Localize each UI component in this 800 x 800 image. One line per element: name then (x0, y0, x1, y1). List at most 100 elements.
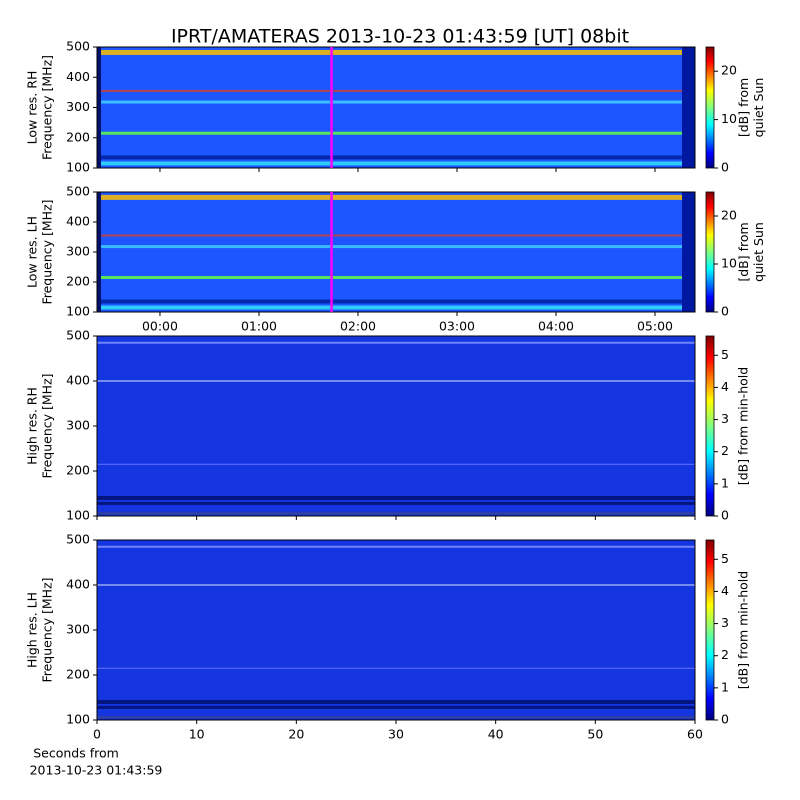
y-tick-label: 500 (66, 39, 90, 54)
colorbar-label: quiet Sun (751, 78, 766, 138)
colorbar-tick-label: 10 (721, 111, 737, 126)
spectrogram (97, 192, 695, 312)
spectral-band (97, 380, 695, 382)
colorbar (705, 335, 715, 517)
y-tick-label: 500 (66, 328, 90, 343)
spectral-band (97, 667, 695, 669)
y-axis-label: Frequency [MHz] (40, 577, 55, 682)
y-tick-label: 200 (66, 274, 90, 289)
colorbar-tick-label: 2 (721, 647, 729, 662)
colorbar-tick-label: 0 (721, 712, 729, 727)
colorbar-label: [dB] from min-hold (736, 571, 751, 689)
y-axis-label: Frequency [MHz] (40, 55, 55, 160)
y-tick-label: 100 (66, 712, 90, 727)
y-tick-label: 300 (66, 244, 90, 259)
y-tick-label: 200 (66, 129, 90, 144)
spectral-band (97, 700, 695, 704)
colorbar-tick-label: 4 (721, 583, 729, 598)
spectral-band (97, 276, 695, 279)
x-axis-label: Seconds from (33, 746, 119, 761)
spectral-band (97, 89, 695, 92)
y-axis-label: High res. RH (25, 387, 40, 465)
data-gap (97, 192, 101, 312)
spectral-band (97, 496, 695, 500)
x-tick-label: 20 (288, 727, 304, 742)
x-tick-label: 30 (388, 727, 404, 742)
data-gap (682, 192, 695, 312)
spectral-band (97, 194, 695, 200)
x-tick-label: 05:00 (637, 319, 673, 334)
y-tick-label: 300 (66, 622, 90, 637)
spectral-band (97, 49, 695, 55)
x-tick-label: 60 (687, 727, 703, 742)
colorbar-tick-label: 0 (721, 304, 729, 319)
y-tick-label: 100 (66, 160, 90, 175)
x-tick-label: 50 (587, 727, 603, 742)
colorbar-label: [dB] from (736, 78, 751, 137)
colorbar-tick-label: 5 (721, 347, 729, 362)
colorbar-tick-label: 0 (721, 508, 729, 523)
colorbar-label: [dB] from (736, 222, 751, 281)
x-tick-label: 10 (189, 727, 205, 742)
colorbar-tick-label: 3 (721, 615, 729, 630)
spectral-band (97, 155, 695, 160)
colorbar (705, 46, 715, 169)
spectral-band (97, 511, 695, 515)
colorbar (705, 539, 715, 721)
spectral-band (97, 705, 695, 709)
y-tick-label: 400 (66, 69, 90, 84)
y-axis-label: Low res. RH (25, 71, 40, 145)
x-tick-label: 40 (488, 727, 504, 742)
colorbar-label: quiet Sun (751, 222, 766, 282)
y-tick-label: 300 (66, 418, 90, 433)
colorbar-tick-label: 1 (721, 475, 729, 490)
y-tick-label: 300 (66, 99, 90, 114)
colorbar-tick-label: 20 (721, 208, 737, 223)
colorbar-tick-label: 5 (721, 551, 729, 566)
y-tick-label: 500 (66, 532, 90, 547)
y-axis-label: Low res. LH (25, 216, 40, 288)
colorbar-tick-label: 10 (721, 256, 737, 271)
spectrogram (97, 540, 695, 720)
colorbar-tick-label: 4 (721, 379, 729, 394)
chart-title: IPRT/AMATERAS 2013-10-23 01:43:59 [UT] 0… (171, 26, 629, 48)
spectral-band (97, 245, 695, 249)
x-tick-label: 00:00 (142, 319, 178, 334)
colorbar-label: [dB] from min-hold (736, 367, 751, 485)
spectral-band (97, 100, 695, 104)
y-axis-label: High res. LH (25, 592, 40, 668)
y-tick-label: 400 (66, 373, 90, 388)
spectral-band (97, 584, 695, 586)
spectral-band (97, 545, 695, 548)
spectral-band (97, 341, 695, 344)
spectral-band (97, 234, 695, 237)
y-tick-label: 200 (66, 667, 90, 682)
data-gap (97, 47, 101, 168)
spectrogram (97, 47, 695, 168)
spectral-band (97, 305, 695, 310)
spectrogram (97, 336, 695, 516)
x-tick-label: 01:00 (241, 319, 277, 334)
colorbar-tick-label: 0 (721, 160, 729, 175)
spectral-band (97, 131, 695, 135)
x-tick-label: 0 (93, 727, 101, 742)
x-axis-label: 2013-10-23 01:43:59 (30, 763, 163, 778)
spectral-band (97, 715, 695, 719)
colorbar-tick-label: 2 (721, 443, 729, 458)
spectral-band (97, 299, 695, 304)
x-tick-label: 02:00 (340, 319, 376, 334)
data-gap (682, 47, 695, 168)
colorbar-tick-label: 3 (721, 411, 729, 426)
spectral-band (97, 463, 695, 465)
y-tick-label: 500 (66, 184, 90, 199)
spectral-band (97, 161, 695, 166)
y-tick-label: 200 (66, 463, 90, 478)
x-tick-label: 04:00 (538, 319, 574, 334)
y-axis-label: Frequency [MHz] (40, 373, 55, 478)
y-axis-label: Frequency [MHz] (40, 199, 55, 304)
colorbar-tick-label: 20 (721, 63, 737, 78)
y-tick-label: 400 (66, 214, 90, 229)
y-tick-label: 100 (66, 508, 90, 523)
colorbar-tick-label: 1 (721, 679, 729, 694)
